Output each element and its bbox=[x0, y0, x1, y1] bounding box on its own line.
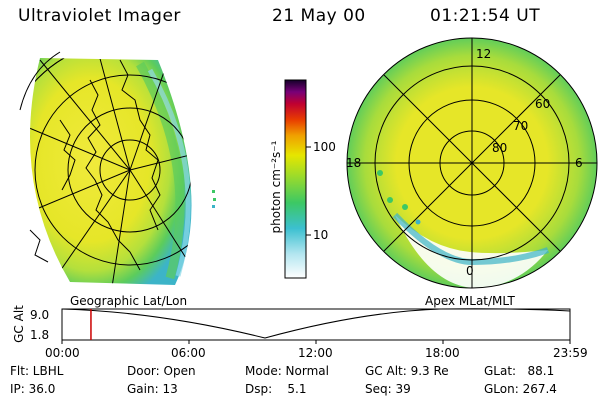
mlat-label-70: 70 bbox=[513, 119, 529, 133]
door-info: Door: Open bbox=[127, 364, 196, 378]
timeline-xtick-0000: 00:00 bbox=[45, 346, 80, 360]
colorbar-tick-100: 100 bbox=[313, 140, 336, 154]
timeline-xtick-1800: 18:00 bbox=[425, 346, 460, 360]
altitude-curve bbox=[61, 308, 571, 339]
time-label: 01:21:54 UT bbox=[430, 6, 541, 26]
mode-info: Mode: Normal bbox=[245, 364, 329, 378]
right-map-title: Apex MLat/MLT bbox=[425, 294, 515, 308]
timeline-ytick-top: 9.0 bbox=[30, 308, 50, 322]
mlt-label-0: 0 bbox=[466, 264, 474, 278]
mlt-label-12: 12 bbox=[476, 47, 492, 61]
colorbar bbox=[284, 79, 311, 279]
mlat-label-80: 80 bbox=[492, 141, 508, 155]
geographic-map bbox=[19, 51, 216, 285]
coastline bbox=[85, 79, 141, 271]
timeline-xtick-0600: 06:00 bbox=[171, 346, 206, 360]
ip-info: IP: 36.0 bbox=[10, 382, 56, 396]
mlat-label-60: 60 bbox=[535, 97, 551, 111]
colorbar-unit-label: photon cm⁻²s⁻¹ bbox=[269, 140, 283, 234]
seq-info: Seq: 39 bbox=[365, 382, 411, 396]
timeline-xtick-1200: 12:00 bbox=[298, 346, 333, 360]
dsp-info: Dsp: 5.1 bbox=[245, 382, 307, 396]
instrument-title: Ultraviolet Imager bbox=[18, 6, 181, 26]
mlt-label-6: 6 bbox=[575, 156, 583, 170]
timeline-axis-label: GC Alt bbox=[12, 305, 26, 343]
left-aurora-image bbox=[30, 58, 192, 285]
mlt-label-18: 18 bbox=[346, 156, 362, 170]
colorbar-tick-10: 10 bbox=[313, 228, 329, 242]
polar-map bbox=[346, 37, 598, 289]
gain-info: Gain: 13 bbox=[127, 382, 178, 396]
timeline-ytick-bottom: 1.8 bbox=[30, 328, 50, 342]
date-label: 21 May 00 bbox=[272, 6, 366, 26]
gc-alt-info: GC Alt: 9.3 Re bbox=[365, 364, 449, 378]
filter-info: Flt: LBHL bbox=[10, 364, 64, 378]
glat-info: GLat: 88.1 bbox=[484, 364, 555, 378]
timeline-xtick-2359: 23:59 bbox=[553, 346, 588, 360]
left-map-title: Geographic Lat/Lon bbox=[70, 294, 188, 308]
glon-info: GLon: 267.4 bbox=[484, 382, 557, 396]
timeline-plot bbox=[61, 308, 571, 344]
